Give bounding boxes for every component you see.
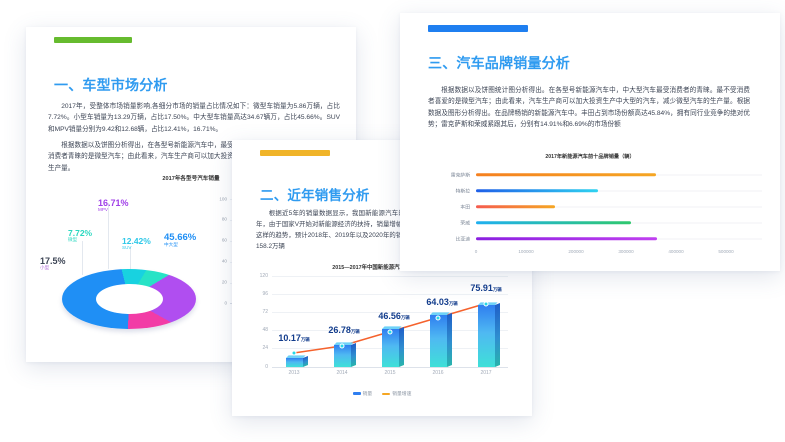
donut-label-large: 45.66% 中大型: [164, 232, 197, 247]
trend-y-axis: 0 24 48 72 96 120: [250, 273, 270, 370]
ytick-4: 80: [221, 216, 227, 222]
chart-title-trend: 2015—2017年中国新能源汽车销量及增速: [332, 265, 432, 271]
page-title-card2: 二、近年销售分析: [260, 188, 370, 203]
accent-bar-orange: [260, 150, 330, 156]
trend-ytick-5: 120: [259, 273, 268, 279]
paragraph-card2-1: 根据近5年的销量数据显示，我国新能源汽车的销量逐年递增，并且增幅较大。2014年…: [256, 210, 512, 251]
brand-row-4: 比亚迪: [422, 231, 762, 246]
brand-xtick-2: 200000: [568, 249, 584, 254]
chart-title-brand: 2017年新能源汽车前十品牌销量（辆）: [545, 154, 635, 160]
trend-xlabel-0: 2013: [288, 370, 300, 376]
brand-row-3: 荣威: [422, 215, 762, 230]
ytick-1: 20: [221, 279, 227, 285]
brand-bar-4: [476, 236, 657, 241]
trend-bar-2015: [382, 326, 404, 367]
brand-xtick-3: 300000: [618, 249, 634, 254]
trend-xlabel-3: 2016: [432, 370, 444, 376]
trend-point-2017: [483, 301, 489, 307]
trend-ytick-0: 0: [265, 364, 268, 370]
trend-xlabel-4: 2017: [480, 370, 492, 376]
chart-title-donut: 2017年各型号汽车销量: [162, 176, 220, 182]
brand-label-0: 雷克萨斯: [450, 173, 470, 178]
trend-ytick-1: 24: [262, 345, 268, 351]
card-brand-sales-analysis[interactable]: 三、汽车品牌销量分析 根据数据以及饼图统计图分析得出。在各型号新能源汽车中，中大…: [400, 13, 780, 271]
trend-ytick-3: 72: [262, 309, 268, 315]
donut-ring: [62, 269, 196, 329]
trend-xlabel-1: 2014: [336, 370, 348, 376]
trend-legend: 销量 销量增速: [232, 390, 532, 397]
brand-xtick-4: 400000: [668, 249, 684, 254]
brand-label-1: 特斯拉: [455, 189, 470, 194]
ytick-3: 60: [221, 237, 227, 243]
trend-value-2017: 75.91万辆: [470, 283, 502, 293]
accent-bar-blue: [428, 25, 528, 32]
trend-value-2014: 26.78万辆: [328, 325, 360, 335]
trend-legend-item-0: 销量: [352, 390, 373, 397]
trend-point-2013: [291, 350, 297, 356]
brand-bar-1: [476, 188, 598, 193]
brand-row-0: 雷克萨斯: [422, 167, 762, 182]
trend-ytick-4: 96: [262, 291, 268, 297]
donut-label-small: 17.5% 小型: [40, 256, 66, 271]
brand-label-2: 本田: [460, 205, 470, 210]
trend-ytick-2: 48: [262, 327, 268, 333]
chart-sales-trend: 0 24 48 72 96 120: [250, 273, 514, 387]
trend-point-2015: [387, 329, 393, 335]
page-title-card3: 三、汽车品牌销量分析: [428, 55, 570, 71]
trend-value-2013: 10.17万辆: [278, 333, 310, 343]
trend-bar-2013: [286, 355, 308, 367]
paragraph-card1-2: 根据数据以及饼图分析得出，在各型号新能源汽车中，最受消费者青睐的是中大型汽车，最…: [48, 142, 340, 172]
trend-point-2016: [435, 315, 441, 321]
brand-bar-0: [476, 172, 656, 177]
trend-xlabel-2: 2015: [384, 370, 396, 376]
trend-legend-item-1: 销量增速: [382, 390, 411, 397]
brand-bar-2: [476, 204, 555, 209]
leader-line-mpv: [108, 203, 109, 269]
trend-bar-2014: [334, 342, 356, 367]
leader-line-suv: [130, 247, 131, 277]
donut-label-mpv: 16.71% MPV: [98, 198, 129, 213]
leader-line-micro: [82, 241, 83, 275]
paragraph-card1-1: 2017年，受整体市场销量影响,各细分市场的销量占比情况如下：微型车销量为5.8…: [48, 103, 340, 133]
brand-xtick-0: 0: [474, 249, 478, 254]
trend-plot-area: 10.17万辆 26.78万辆 46.56万辆 64.03万辆 75.91万辆 …: [272, 275, 508, 376]
trend-bar-2016: [430, 312, 452, 367]
ytick-0: 0: [224, 300, 227, 306]
brand-row-2: 本田: [422, 199, 762, 214]
trend-value-2016: 64.03万辆: [426, 297, 458, 307]
brand-xtick-1: 100000: [518, 249, 534, 254]
trend-bar-2017: [478, 302, 500, 367]
donut-label-suv: 12.42% SUV: [122, 236, 151, 250]
ytick-2: 40: [221, 258, 227, 264]
brand-rows: 雷克萨斯 特斯拉 本田 荣威: [422, 167, 762, 254]
brand-label-4: 比亚迪: [455, 237, 470, 242]
trend-point-2014: [339, 343, 345, 349]
chart-brand-sales: 雷克萨斯 特斯拉 本田 荣威: [400, 165, 780, 265]
trend-legend-label-1: 销量增速: [392, 392, 412, 397]
donut-label-micro: 7.72% 微型: [68, 228, 93, 242]
brand-row-1: 特斯拉: [422, 183, 762, 198]
page-title-card1: 一、车型市场分析: [54, 77, 168, 93]
brand-label-3: 荣威: [460, 221, 470, 226]
ytick-5: 100: [219, 196, 227, 202]
trend-value-2015: 46.56万辆: [378, 311, 410, 321]
brand-xtick-5: 500000: [718, 249, 734, 254]
trend-legend-label-0: 销量: [362, 392, 373, 397]
paragraph-card3-1: 根据数据以及饼图统计图分析得出。在各型号新能源汽车中，中大型汽车最受消费者的青睐…: [428, 87, 750, 128]
brand-bar-3: [476, 220, 631, 225]
chart-donut-model-share: 17.5% 小型 7.72% 微型 16.71% MPV 12.42% SUV …: [38, 197, 218, 347]
accent-bar-green: [54, 37, 132, 43]
stacked-y-axis: 0 20 40 60 80 100: [212, 196, 228, 306]
